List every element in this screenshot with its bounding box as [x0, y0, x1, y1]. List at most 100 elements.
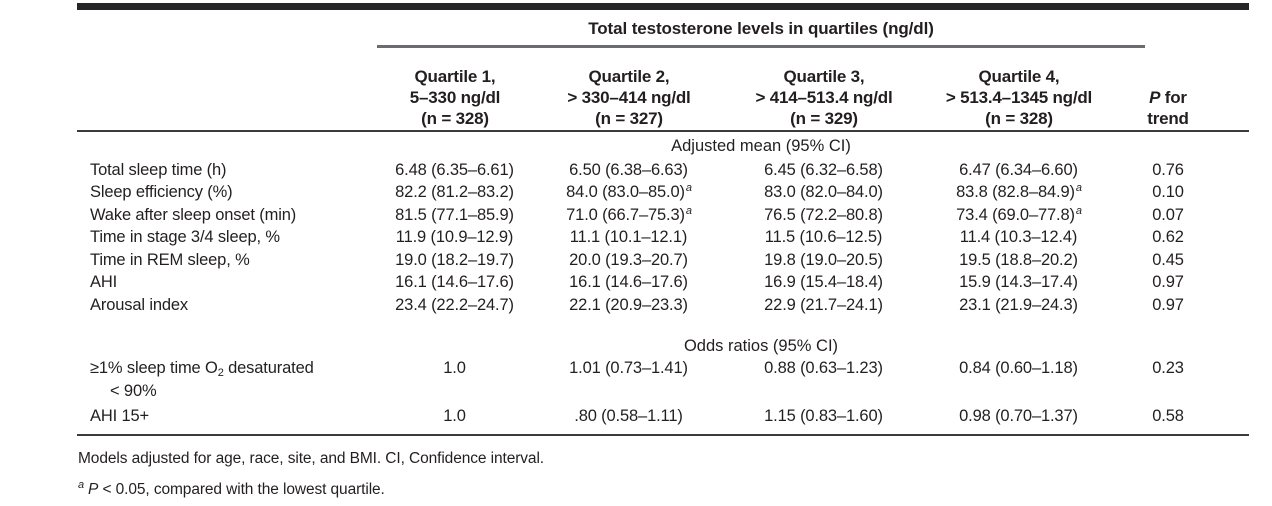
value-text: 16.1 (14.6–17.6)	[395, 273, 514, 291]
cell-quartile-2: 22.1 (20.9–23.3)	[535, 294, 723, 317]
quartile-1-title: Quartile 1,	[414, 66, 496, 86]
value-text: 19.8 (19.0–20.5)	[764, 250, 883, 269]
cell-quartile-4: 15.9 (14.3–17.4)	[925, 271, 1113, 294]
cell-quartile-4: 73.4 (69.0–77.8)a	[925, 204, 1113, 227]
cell-quartile-3: 16.9 (15.4–18.4)	[723, 271, 925, 294]
cell-quartile-4: 6.47 (6.34–6.60)	[925, 159, 1113, 182]
row-label: AHI	[90, 273, 118, 291]
value-text: 6.45 (6.32–6.58)	[764, 160, 883, 179]
value-text: 23.4 (22.2–24.7)	[395, 295, 514, 314]
cell-quartile-4: 19.5 (18.8–20.2)	[925, 249, 1113, 272]
section-adjusted-mean: Adjusted mean (95% CI)	[671, 136, 851, 155]
table-row: Total sleep time (h) 6.48 (6.35–6.61) 6.…	[77, 159, 1249, 182]
for-text: for	[1160, 87, 1187, 107]
value-text: 84.0 (83.0–85.0)	[566, 183, 685, 201]
footnote-models-adjusted: Models adjusted for age, race, site, and…	[78, 450, 544, 467]
quartile-4-n: (n = 328)	[985, 108, 1053, 128]
cell-quartile-3: 1.15 (0.83–1.60)	[723, 405, 925, 428]
cell-quartile-2: 16.1 (14.6–17.6)	[535, 271, 723, 294]
row-label: Wake after sleep onset (min)	[90, 205, 297, 224]
cell-quartile-1: 81.5 (77.1–85.9)	[375, 204, 535, 227]
cell-quartile-2: 6.50 (6.38–6.63)	[535, 159, 723, 182]
value-text: 1.01 (0.73–1.41)	[569, 359, 688, 377]
section-odds-ratios: Odds ratios (95% CI)	[683, 337, 839, 355]
cell-quartile-4: 23.1 (21.9–24.3)	[925, 294, 1113, 317]
cell-quartile-2: 20.0 (19.3–20.7)	[535, 249, 723, 272]
cell-p-trend: 0.76	[1152, 160, 1184, 179]
row-label: Time in REM sleep, %	[90, 250, 250, 269]
quartile-4-range: > 513.4–1345 ng/dl	[945, 87, 1093, 107]
cell-p-trend: 0.45	[1152, 250, 1184, 269]
p-italic: P	[1149, 87, 1161, 107]
table-row: Sleep efficiency (%) 82.2 (81.2–83.2) 84…	[77, 181, 1249, 204]
footnote-text: < 0.05, compared with the lowest quartil…	[98, 481, 385, 498]
label-pre: ≥1% sleep time O	[90, 359, 218, 377]
row-label: Sleep efficiency (%)	[90, 183, 233, 201]
cell-quartile-1: 23.4 (22.2–24.7)	[375, 294, 535, 317]
adjusted-mean-rows: Total sleep time (h) 6.48 (6.35–6.61) 6.…	[77, 157, 1249, 317]
value-text: 76.5 (72.2–80.8)	[764, 205, 883, 224]
row-label: Arousal index	[90, 295, 189, 314]
cell-quartile-1: 82.2 (81.2–83.2)	[375, 181, 535, 204]
value-text: 22.1 (20.9–23.3)	[569, 295, 688, 314]
value-text: 6.48 (6.35–6.61)	[395, 160, 514, 179]
bottom-rule	[77, 433, 1249, 436]
table-row-ahi-15: AHI 15+ 1.0 .80 (0.58–1.11) 1.15 (0.83–1…	[77, 405, 1249, 428]
value-text: 11.5 (10.6–12.5)	[764, 228, 883, 246]
footnote-marker-a: a	[78, 479, 85, 491]
value-text: .80 (0.58–1.11)	[574, 407, 683, 425]
cell-quartile-1: 11.9 (10.9–12.9)	[375, 226, 535, 249]
header-quartile-3: Quartile 3, > 414–513.4 ng/dl (n = 329)	[723, 66, 925, 129]
cell-quartile-2: 84.0 (83.0–85.0)a	[535, 181, 723, 204]
value-text: 83.0 (82.0–84.0)	[764, 183, 883, 201]
cell-quartile-1: 6.48 (6.35–6.61)	[375, 159, 535, 182]
top-rule	[77, 3, 1249, 10]
column-headers-row: Quartile 1, 5–330 ng/dl (n = 328) Quarti…	[77, 48, 1249, 129]
row-label: ≥1% sleep time O2 desaturated < 90%	[77, 357, 375, 402]
significance-marker: a	[685, 182, 692, 194]
label-post: desaturated	[223, 359, 314, 377]
cell-quartile-3: 83.0 (82.0–84.0)	[723, 181, 925, 204]
cell-quartile-1: 1.0	[375, 405, 535, 428]
value-text: 81.5 (77.1–85.9)	[395, 205, 514, 224]
quartile-2-n: (n = 327)	[595, 108, 663, 128]
value-text: 11.9 (10.9–12.9)	[395, 228, 514, 246]
row-label-line2: < 90%	[110, 381, 157, 400]
table-row: Wake after sleep onset (min) 81.5 (77.1–…	[77, 204, 1249, 227]
cell-quartile-2: 1.01 (0.73–1.41)	[535, 357, 723, 402]
value-text: 19.0 (18.2–19.7)	[395, 250, 514, 269]
cell-quartile-4: 0.84 (0.60–1.18)	[925, 357, 1113, 402]
header-p-for-trend: P for trend	[1113, 66, 1249, 129]
value-text: 1.15 (0.83–1.60)	[764, 407, 883, 425]
table-row: Time in REM sleep, % 19.0 (18.2–19.7) 20…	[77, 249, 1249, 272]
cell-quartile-1: 1.0	[375, 357, 535, 402]
value-text: 15.9 (14.3–17.4)	[959, 273, 1078, 291]
cell-quartile-1: 16.1 (14.6–17.6)	[375, 271, 535, 294]
cell-p-trend: 0.23	[1152, 359, 1184, 377]
cell-quartile-3: 11.5 (10.6–12.5)	[723, 226, 925, 249]
table-row: Time in stage 3/4 sleep, % 11.9 (10.9–12…	[77, 226, 1249, 249]
testosterone-quartiles-table: Total testosterone levels in quartiles (…	[77, 3, 1249, 500]
cell-p-trend: 0.07	[1152, 205, 1184, 224]
row-label: AHI 15+	[90, 407, 150, 425]
cell-quartile-4: 11.4 (10.3–12.4)	[925, 226, 1113, 249]
cell-p-trend: 0.62	[1152, 228, 1184, 246]
significance-marker: a	[685, 204, 692, 217]
value-text: 6.50 (6.38–6.63)	[569, 160, 688, 179]
significance-marker: a	[1075, 204, 1082, 217]
value-text: 82.2 (81.2–83.2)	[395, 183, 514, 201]
quartile-4-title: Quartile 4,	[978, 66, 1060, 86]
value-text: 1.0	[443, 407, 466, 425]
row-label-line1: ≥1% sleep time O2 desaturated	[90, 357, 375, 380]
value-text: 1.0	[443, 359, 466, 377]
quartile-2-range: > 330–414 ng/dl	[567, 87, 691, 107]
quartile-3-range: > 414–513.4 ng/dl	[755, 87, 893, 107]
cell-quartile-3: 6.45 (6.32–6.58)	[723, 159, 925, 182]
value-text: 19.5 (18.8–20.2)	[959, 250, 1078, 269]
spanner-rule	[377, 45, 1145, 48]
cell-p-trend: 0.58	[1152, 407, 1184, 425]
value-text: 11.4 (10.3–12.4)	[959, 228, 1078, 246]
value-text: 83.8 (82.8–84.9)	[956, 183, 1075, 201]
